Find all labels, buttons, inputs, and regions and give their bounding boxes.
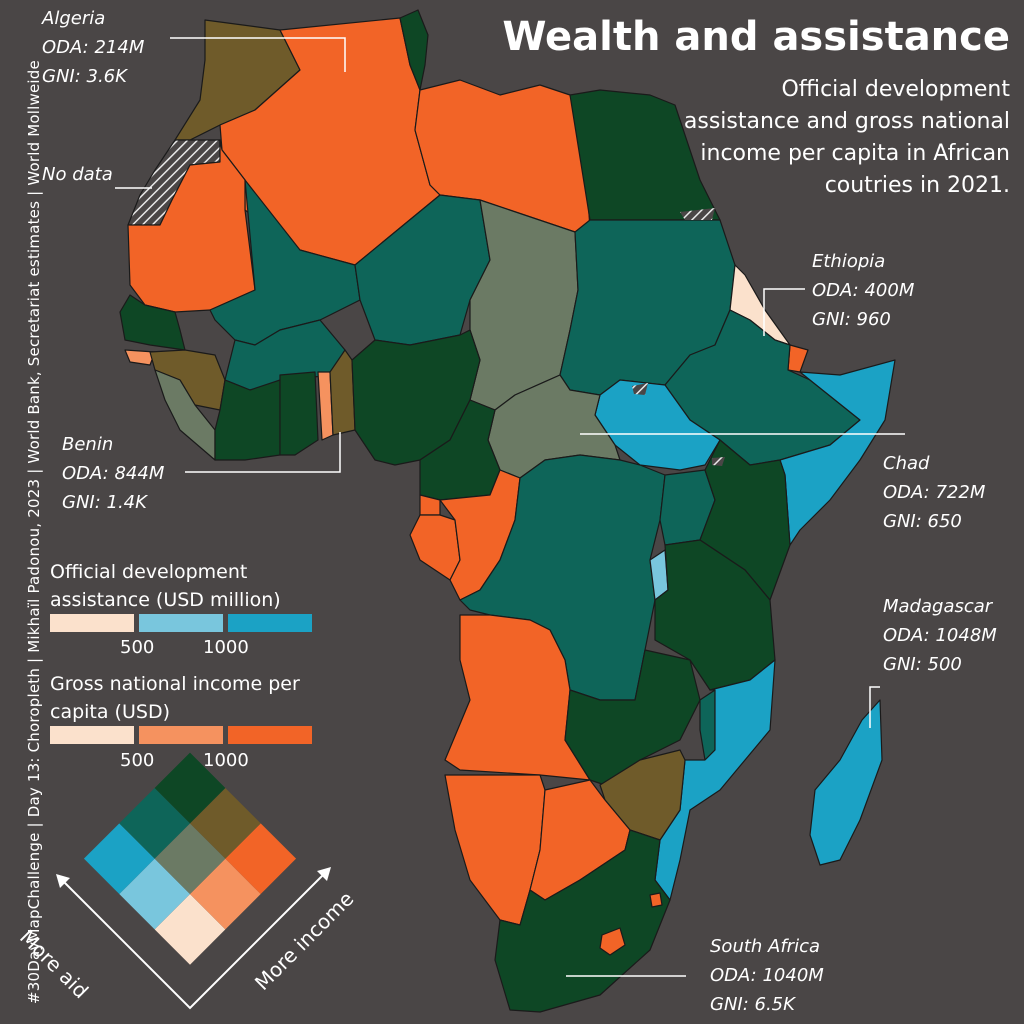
gni-legend-title: Gross national income per capita (USD) [50,673,300,723]
country-south-africa [494,829,671,1013]
country-cote-divoire [214,379,281,461]
country-niger [354,194,491,346]
country-tunisia [399,9,429,91]
callout-south-africa-name: South Africa [710,936,821,957]
callout-chad-name: Chad [883,453,930,474]
country-kenya [699,439,791,601]
gni-tick-500: 500 [120,750,155,771]
callout-south-africa-gni: GNI: 6.5K [710,994,795,1015]
gni-swatch-high [228,726,312,744]
benin-leader-line [185,432,341,473]
callout-ethiopia: Ethiopia ODA: 400M GNI: 960 [812,247,914,334]
callout-algeria-oda: ODA: 214M [42,37,145,58]
country-ghana [279,371,319,456]
callout-ethiopia-gni: GNI: 960 [812,309,891,330]
oda-legend-title: Official development assistance (USD mil… [50,561,281,611]
callout-madagascar-name: Madagascar [883,596,993,617]
country-madagascar [809,699,883,866]
country-lesotho [599,927,626,956]
callout-madagascar-gni: GNI: 500 [883,654,962,675]
no-data-patch [680,208,715,220]
country-zambia [564,649,701,786]
gni-swatch-low [50,726,134,744]
algeria-leader-line [170,37,346,72]
country-eswatini [649,892,663,908]
legend-cell-high-aid-high-income [154,752,226,824]
no-data-patch [712,457,725,466]
page-title: Wealth and assistance [502,14,1010,60]
country-somalia [779,359,896,546]
callout-south-africa-oda: ODA: 1040M [710,965,824,986]
callout-chad: Chad ODA: 722M GNI: 650 [883,449,985,536]
country-guinea-bissau [124,349,156,366]
callout-ethiopia-oda: ODA: 400M [812,280,915,301]
oda-tick-1000: 1000 [203,637,249,658]
callout-benin-oda: ODA: 844M [62,463,165,484]
country-djibouti [787,344,809,373]
callout-madagascar-oda: ODA: 1048M [883,625,997,646]
gni-swatch-mid [139,726,223,744]
callout-ethiopia-name: Ethiopia [812,251,886,272]
callout-chad-gni: GNI: 650 [883,511,962,532]
more-income-arrowhead [317,867,331,881]
legend-axis-lines [61,872,326,1010]
gni-tick-1000: 1000 [203,750,249,771]
subtitle: Official development assistance and gros… [683,77,1010,198]
bivariate-legend-diamond [83,752,297,965]
callout-benin-gni: GNI: 1.4K [62,492,147,513]
oda-tick-500: 500 [120,637,155,658]
callout-algeria: Algeria ODA: 214M GNI: 3.6K [42,4,144,91]
callout-chad-oda: ODA: 722M [883,482,986,503]
callout-benin-name: Benin [62,434,114,455]
madagascar-leader-line [869,686,880,728]
callout-algeria-gni: GNI: 3.6K [42,66,127,87]
oda-swatch-mid [139,614,223,632]
credit-line: #30DayMapChallenge | Day 13: Choropleth … [25,60,43,1004]
more-aid-arrowhead [56,874,70,888]
callout-no-data: No data [42,160,113,189]
ethiopia-leader-line [763,288,805,336]
country-malawi [699,689,716,761]
no-data-patch [632,383,648,395]
callout-no-data-label: No data [42,164,113,185]
callout-south-africa: South Africa ODA: 1040M GNI: 6.5K [710,932,824,1019]
callout-madagascar: Madagascar ODA: 1048M GNI: 500 [883,592,997,679]
oda-swatch-low [50,614,134,632]
callout-benin: Benin ODA: 844M GNI: 1.4K [62,430,164,517]
oda-swatch-high [228,614,312,632]
country-gabon [409,514,461,581]
callout-algeria-name: Algeria [42,8,106,29]
